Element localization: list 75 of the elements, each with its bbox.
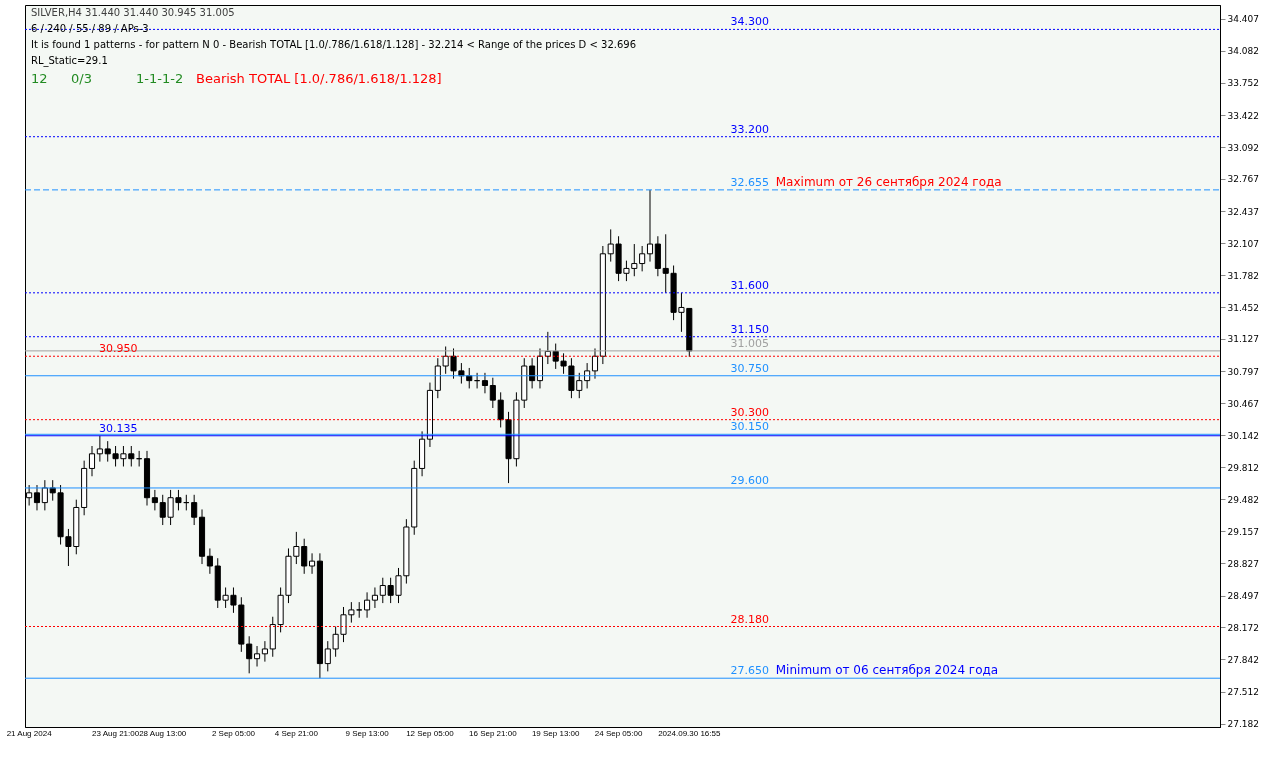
candlestick <box>96 435 103 463</box>
annotation: SILVER,H4 31.440 31.440 30.945 31.005 <box>31 7 235 18</box>
y-tick-label: 27.182 <box>1227 719 1259 730</box>
annotation: Minimum от 06 сентября 2024 года <box>775 663 999 678</box>
candlestick <box>646 189 654 263</box>
y-tick-label: 28.172 <box>1227 622 1259 633</box>
candlestick <box>481 372 489 394</box>
y-tick-label: 31.782 <box>1227 270 1259 281</box>
ref-line-label: 30.750 <box>730 361 770 375</box>
y-tick-label: 33.092 <box>1227 142 1259 153</box>
ref-line-label: 29.600 <box>730 473 770 487</box>
candlestick <box>151 489 158 511</box>
x-tick-label: 2024.09.30 16:55 <box>658 728 721 738</box>
y-tick-label: 29.812 <box>1227 462 1259 473</box>
ref-line-label: 31.600 <box>730 278 770 292</box>
y-tick-label: 32.767 <box>1227 174 1259 185</box>
y-tick-label: 29.157 <box>1227 526 1259 537</box>
candlestick <box>309 552 316 575</box>
x-tick-label: 24 Sep 05:00 <box>594 728 643 738</box>
annotation: It is found 1 patterns - for pattern N 0 - Bearish TOTAL [1.0/.786/1.618/1.128] - 32.214 < Range of the prices D < 32.696 <box>31 39 637 50</box>
ref-line-label: 31.005 <box>730 336 770 350</box>
ref-line-label: 27.650 <box>730 664 770 678</box>
y-tick-label: 32.437 <box>1227 206 1259 217</box>
candlestick <box>206 547 213 575</box>
candlestick <box>639 245 646 272</box>
y-tick-label: 30.797 <box>1227 366 1259 377</box>
candlestick <box>88 445 96 477</box>
candlestick <box>529 357 536 389</box>
y-tick-label: 31.127 <box>1227 334 1259 345</box>
ref-line-label: 31.150 <box>730 322 770 336</box>
annotation: 12 <box>31 71 48 86</box>
ref-line-label: 30.150 <box>730 420 770 434</box>
x-tick-label: 23 Aug 21:00 <box>92 728 140 738</box>
y-tick-label: 32.107 <box>1227 238 1259 249</box>
annotation: 0/3 <box>71 71 92 86</box>
x-tick-label: 28 Aug 13:00 <box>139 728 187 738</box>
y-tick-label: 31.452 <box>1227 302 1259 313</box>
x-tick-label: 12 Sep 05:00 <box>406 728 455 738</box>
y-tick-label: 30.467 <box>1227 398 1259 409</box>
y-tick-label: 27.842 <box>1227 654 1259 665</box>
candlestick <box>371 586 378 609</box>
x-tick-label: 19 Sep 13:00 <box>531 728 581 738</box>
candlestick <box>584 362 591 389</box>
annotation: Bearish TOTAL [1.0/.786/1.618/1.128] <box>196 71 442 86</box>
y-tick-label: 28.827 <box>1227 558 1259 569</box>
y-tick-label: 34.407 <box>1227 14 1259 25</box>
annotation: RL_Static=29.1 <box>31 55 108 67</box>
ref-line-label: 34.300 <box>730 15 770 29</box>
candlestick <box>191 494 198 526</box>
candlestick <box>261 640 268 663</box>
x-tick-label: 2 Sep 05:00 <box>211 728 256 738</box>
candlestick <box>591 347 599 380</box>
ref-line-label: 30.950 <box>99 342 138 356</box>
y-tick-label: 27.512 <box>1227 687 1259 698</box>
annotation: Maximum от 26 сентября 2024 года <box>775 174 1002 189</box>
annotation: 1-1-1-2 <box>136 71 184 86</box>
candlestick <box>253 645 261 668</box>
x-tick-label: 4 Sep 21:00 <box>274 728 319 738</box>
y-tick-label: 33.422 <box>1227 110 1259 121</box>
x-tick-label: 16 Sep 21:00 <box>469 728 518 738</box>
y-tick-label: 29.482 <box>1227 494 1259 505</box>
y-tick-label: 28.497 <box>1227 591 1259 602</box>
x-tick-label: 9 Sep 13:00 <box>345 728 390 738</box>
candlestick <box>33 484 41 511</box>
y-tick-label: 30.142 <box>1227 430 1259 441</box>
ref-line-label: 32.655 <box>730 175 770 189</box>
y-tick-label: 34.082 <box>1227 46 1259 57</box>
ref-line-label: 28.180 <box>730 612 770 626</box>
ref-line-label: 33.200 <box>730 122 770 136</box>
ref-line-label: 30.300 <box>730 405 770 419</box>
ref-line-label: 30.135 <box>99 421 138 435</box>
x-tick-label: 21 Aug 2024 <box>6 728 53 738</box>
candlestick <box>364 591 371 619</box>
annotation: 6 / 240 / 55 / 89 / APs-3 <box>31 23 149 34</box>
y-tick-label: 33.752 <box>1227 78 1259 89</box>
